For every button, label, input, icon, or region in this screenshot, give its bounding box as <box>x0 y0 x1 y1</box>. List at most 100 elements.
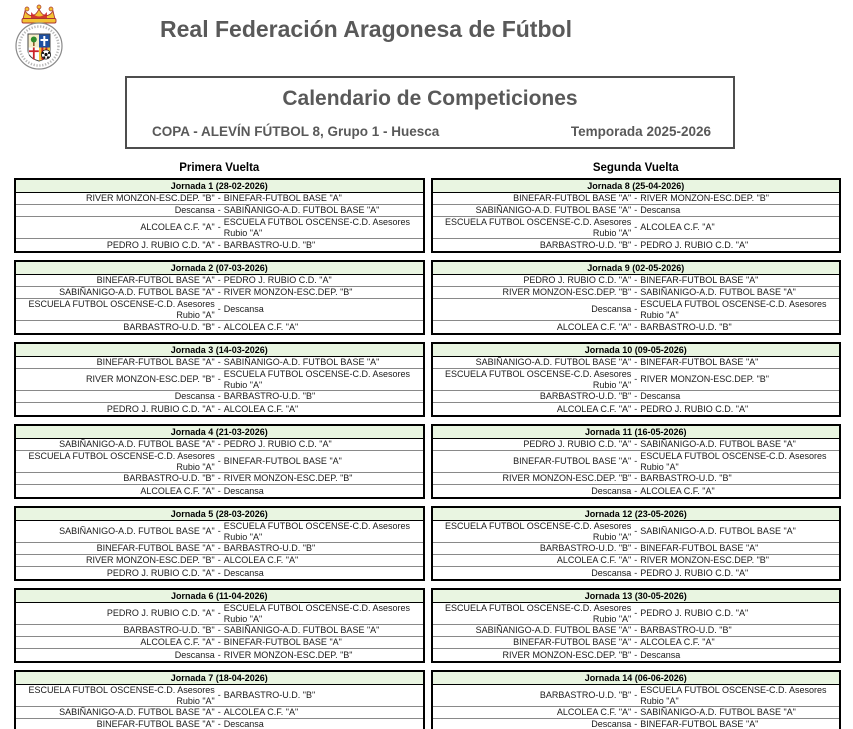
home-team: Descansa <box>591 304 632 315</box>
home-team: BINEFAR-FUTBOL BASE "A" <box>513 193 632 204</box>
match-row: ESCUELA FUTBOL OSCENSE-C.D. Asesores Rub… <box>16 685 423 707</box>
match-row: Descansa - SABIÑANIGO-A.D. FUTBOL BASE "… <box>16 205 423 217</box>
match-row: SABIÑANIGO-A.D. FUTBOL BASE "A" - Descan… <box>432 205 839 217</box>
vuelta-title: Primera Vuelta <box>179 162 260 174</box>
home-team: ESCUELA FUTBOL OSCENSE-C.D. Asesores Rub… <box>445 603 632 624</box>
vuelta-title: Segunda Vuelta <box>592 162 679 174</box>
jornada-block: Jornada 8 (25-04-2026) BINEFAR-FUTBOL BA… <box>430 178 841 253</box>
home-team: PEDRO J. RUBIO C.D. "A" <box>106 567 215 578</box>
home-team: RIVER MONZON-ESC.DEP. "B" <box>86 193 215 204</box>
home-team: ESCUELA FUTBOL OSCENSE-C.D. Asesores Rub… <box>445 217 632 238</box>
football-icon <box>41 49 52 60</box>
match-separator: - <box>217 485 221 496</box>
match-row: Descansa - RIVER MONZON-ESC.DEP. "B" <box>16 649 423 661</box>
match-separator: - <box>634 526 638 537</box>
away-team: SABIÑANIGO-A.D. FUTBOL BASE "A" <box>223 357 380 368</box>
match-separator: - <box>634 707 638 718</box>
match-separator: - <box>217 374 221 385</box>
match-separator: - <box>217 304 221 315</box>
match-separator: - <box>634 357 638 368</box>
competition-label: COPA - ALEVÍN FÚTBOL 8, Grupo 1 - Huesca <box>152 124 440 139</box>
home-team: PEDRO J. RUBIO C.D. "A" <box>106 239 215 250</box>
away-team: SABIÑANIGO-A.D. FUTBOL BASE "A" <box>640 439 796 450</box>
home-team: BINEFAR-FUTBOL BASE "A" <box>96 719 215 729</box>
match-separator: - <box>217 719 221 729</box>
away-team: ALCOLEA C.F. "A" <box>223 555 299 566</box>
match-separator: - <box>634 456 638 467</box>
away-team: PEDRO J. RUBIO C.D. "A" <box>640 567 749 578</box>
home-team: Descansa <box>174 205 215 216</box>
match-separator: - <box>217 608 221 619</box>
home-team: Descansa <box>591 567 632 578</box>
match-row: RIVER MONZON-ESC.DEP. "B" - BARBASTRO-U.… <box>432 473 839 485</box>
home-team: BINEFAR-FUTBOL BASE "A" <box>96 543 215 554</box>
match-row: Descansa - BINEFAR-FUTBOL BASE "A" <box>433 719 840 729</box>
away-team: ESCUELA FUTBOL OSCENSE-C.D. Asesores Rub… <box>223 603 410 624</box>
match-row: BARBASTRO-U.D. "B" - ALCOLEA C.F. "A" <box>16 321 423 333</box>
match-row: ESCUELA FUTBOL OSCENSE-C.D. Asesores Rub… <box>432 217 839 239</box>
away-team: Descansa <box>223 567 264 578</box>
away-team: BARBASTRO-U.D. "B" <box>223 543 316 554</box>
away-team: BINEFAR-FUTBOL BASE "A" <box>640 719 759 729</box>
away-team: BINEFAR-FUTBOL BASE "A" <box>640 543 759 554</box>
away-team: Descansa <box>640 391 681 402</box>
away-team: SABIÑANIGO-A.D. FUTBOL BASE "A" <box>640 287 796 298</box>
match-separator: - <box>634 690 638 701</box>
match-row: RIVER MONZON-ESC.DEP. "B" - SABIÑANIGO-A… <box>432 287 839 299</box>
match-row: SABIÑANIGO-A.D. FUTBOL BASE "A" - ALCOLE… <box>16 707 423 719</box>
match-separator: - <box>217 456 221 467</box>
jornada-block: Jornada 14 (06-06-2026) BARBASTRO-U.D. "… <box>430 670 841 729</box>
home-team: SABIÑANIGO-A.D. FUTBOL BASE "A" <box>59 707 215 718</box>
away-team: RIVER MONZON-ESC.DEP. "B" <box>223 473 353 484</box>
match-row: RIVER MONZON-ESC.DEP. "B" - Descansa <box>433 649 840 661</box>
page-title: Calendario de Competiciones <box>282 87 578 110</box>
match-separator: - <box>217 357 221 368</box>
match-row: RIVER MONZON-ESC.DEP. "B" - ESCUELA FUTB… <box>16 369 423 391</box>
jornada-block: Jornada 3 (14-03-2026) BINEFAR-FUTBOL BA… <box>14 342 425 417</box>
home-team: BARBASTRO-U.D. "B" <box>539 239 632 250</box>
home-team: ALCOLEA C.F. "A" <box>556 707 632 718</box>
jornada-title: Jornada 3 (14-03-2026) <box>16 344 423 357</box>
match-row: BARBASTRO-U.D. "B" - RIVER MONZON-ESC.DE… <box>16 473 423 485</box>
primera-vuelta-column: Primera Vuelta Jornada 1 (28-02-2026) RI… <box>14 162 425 729</box>
jornada-title: Jornada 13 (30-05-2026) <box>432 590 839 603</box>
away-team: Descansa <box>223 485 264 496</box>
home-team: PEDRO J. RUBIO C.D. "A" <box>106 403 215 414</box>
home-team: Descansa <box>174 391 215 402</box>
match-separator: - <box>217 239 221 250</box>
home-team: BINEFAR-FUTBOL BASE "A" <box>96 275 215 286</box>
match-row: ALCOLEA C.F. "A" - RIVER MONZON-ESC.DEP.… <box>432 555 839 567</box>
match-row: BINEFAR-FUTBOL BASE "A" - ESCUELA FUTBOL… <box>432 451 839 473</box>
home-team: ALCOLEA C.F. "A" <box>140 222 215 233</box>
away-team: PEDRO J. RUBIO C.D. "A" <box>640 239 749 250</box>
match-row: RIVER MONZON-ESC.DEP. "B" - BINEFAR-FUTB… <box>16 193 423 205</box>
away-team: BARBASTRO-U.D. "B" <box>223 239 316 250</box>
home-team: SABIÑANIGO-A.D. FUTBOL BASE "A" <box>59 439 215 450</box>
away-team: ALCOLEA C.F. "A" <box>223 321 299 332</box>
match-separator: - <box>634 543 638 554</box>
match-row: BARBASTRO-U.D. "B" - SABIÑANIGO-A.D. FUT… <box>16 625 423 637</box>
home-team: BINEFAR-FUTBOL BASE "A" <box>96 357 215 368</box>
home-team: RIVER MONZON-ESC.DEP. "B" <box>502 649 632 660</box>
away-team: ESCUELA FUTBOL OSCENSE-C.D. Asesores Rub… <box>223 521 410 542</box>
home-team: BINEFAR-FUTBOL BASE "A" <box>513 456 632 467</box>
home-team: BARBASTRO-U.D. "B" <box>123 625 215 636</box>
match-row: PEDRO J. RUBIO C.D. "A" - ALCOLEA C.F. "… <box>16 403 423 415</box>
match-row: ESCUELA FUTBOL OSCENSE-C.D. Asesores Rub… <box>432 369 839 391</box>
match-separator: - <box>634 239 638 250</box>
away-team: ALCOLEA C.F. "A" <box>640 222 715 233</box>
federation-title: Real Federación Aragonesa de Fútbol <box>160 16 572 42</box>
jornada-title: Jornada 9 (02-05-2026) <box>432 262 839 275</box>
away-team: BINEFAR-FUTBOL BASE "A" <box>223 193 342 204</box>
away-team: BINEFAR-FUTBOL BASE "A" <box>640 275 759 286</box>
match-row: BARBASTRO-U.D. "B" - ESCUELA FUTBOL OSCE… <box>432 685 839 707</box>
match-separator: - <box>634 637 638 648</box>
match-row: PEDRO J. RUBIO C.D. "A" - BARBASTRO-U.D.… <box>16 239 423 251</box>
away-team: RIVER MONZON-ESC.DEP. "B" <box>223 287 353 298</box>
match-separator: - <box>217 543 221 554</box>
jornada-block: Jornada 10 (09-05-2026) SABIÑANIGO-A.D. … <box>430 342 841 417</box>
away-team: BARBASTRO-U.D. "B" <box>640 321 732 332</box>
jornada-title: Jornada 8 (25-04-2026) <box>432 180 839 193</box>
match-row: SABIÑANIGO-A.D. FUTBOL BASE "A" - PEDRO … <box>16 439 423 451</box>
fixtures-area: Primera Vuelta Jornada 1 (28-02-2026) RI… <box>14 162 841 729</box>
